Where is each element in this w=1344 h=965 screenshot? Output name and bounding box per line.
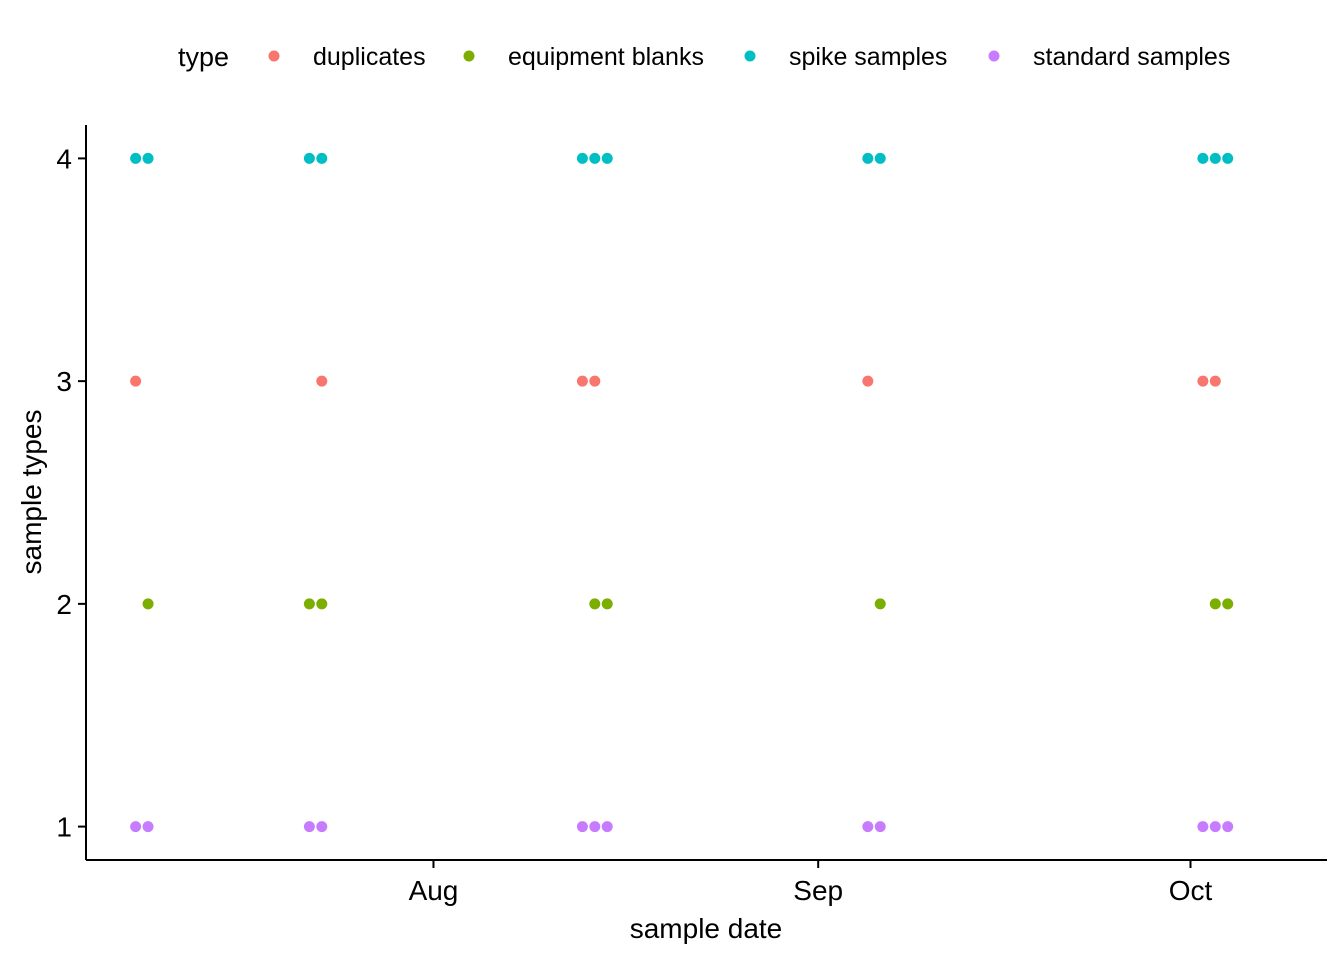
y-axis-label: sample types xyxy=(16,410,47,575)
data-point-equipment-blanks xyxy=(874,598,886,610)
data-point-spike-samples xyxy=(1222,152,1234,164)
data-point-spike-samples xyxy=(303,152,315,164)
data-point-spike-samples xyxy=(862,152,874,164)
y-tick-label: 1 xyxy=(56,812,72,843)
data-point-spike-samples xyxy=(316,152,328,164)
data-point-spike-samples xyxy=(589,152,601,164)
data-point-standard-samples xyxy=(601,821,613,833)
x-tick-label: Oct xyxy=(1169,875,1213,906)
legend-label-standard-samples: standard samples xyxy=(1033,43,1230,71)
data-point-duplicates xyxy=(316,375,328,387)
y-axis-ticks: 1 2 3 4 xyxy=(56,143,86,843)
data-point-duplicates xyxy=(589,375,601,387)
y-tick-label: 3 xyxy=(56,366,72,397)
data-point-spike-samples xyxy=(874,152,886,164)
legend-key-standard-samples xyxy=(988,50,1000,62)
legend: type duplicates equipment blanks spike sam… xyxy=(178,42,1230,72)
legend-label-duplicates: duplicates xyxy=(313,43,426,71)
y-tick-label: 2 xyxy=(56,589,72,620)
data-point-standard-samples xyxy=(130,821,142,833)
data-point-spike-samples xyxy=(1197,152,1209,164)
legend-item-duplicates: duplicates xyxy=(268,43,426,71)
data-point-equipment-blanks xyxy=(303,598,315,610)
legend-item-standard-samples: standard samples xyxy=(988,43,1230,71)
legend-key-duplicates xyxy=(268,50,280,62)
legend-item-spike-samples: spike samples xyxy=(744,43,947,71)
data-points xyxy=(130,152,1234,833)
data-point-standard-samples xyxy=(303,821,315,833)
data-point-standard-samples xyxy=(1209,821,1221,833)
data-point-equipment-blanks xyxy=(1209,598,1221,610)
y-tick-label: 4 xyxy=(56,143,72,174)
legend-item-equipment-blanks: equipment blanks xyxy=(463,43,704,71)
data-point-spike-samples xyxy=(130,152,142,164)
legend-label-equipment-blanks: equipment blanks xyxy=(508,43,704,71)
data-point-duplicates xyxy=(862,375,874,387)
data-point-standard-samples xyxy=(862,821,874,833)
data-point-standard-samples xyxy=(1222,821,1234,833)
data-point-standard-samples xyxy=(1197,821,1209,833)
data-point-standard-samples xyxy=(142,821,154,833)
x-tick-label: Aug xyxy=(409,875,459,906)
data-point-equipment-blanks xyxy=(601,598,613,610)
data-point-equipment-blanks xyxy=(589,598,601,610)
data-point-standard-samples xyxy=(316,821,328,833)
data-point-spike-samples xyxy=(142,152,154,164)
data-point-duplicates xyxy=(576,375,588,387)
data-point-standard-samples xyxy=(576,821,588,833)
legend-label-spike-samples: spike samples xyxy=(789,43,947,71)
legend-key-spike-samples xyxy=(744,50,756,62)
data-point-equipment-blanks xyxy=(316,598,328,610)
data-point-spike-samples xyxy=(576,152,588,164)
data-point-duplicates xyxy=(1209,375,1221,387)
data-point-spike-samples xyxy=(1209,152,1221,164)
x-tick-label: Sep xyxy=(793,875,843,906)
x-axis-label: sample date xyxy=(630,913,783,944)
data-point-duplicates xyxy=(1197,375,1209,387)
data-point-equipment-blanks xyxy=(142,598,154,610)
data-point-spike-samples xyxy=(601,152,613,164)
legend-items: duplicates equipment blanks spike samples s… xyxy=(268,43,1230,71)
plot-area: 1 2 3 4 Aug Sep Oct xyxy=(56,125,1327,906)
data-point-equipment-blanks xyxy=(1222,598,1234,610)
data-point-standard-samples xyxy=(589,821,601,833)
legend-key-equipment-blanks xyxy=(463,50,475,62)
legend-title: type xyxy=(178,42,229,72)
data-point-standard-samples xyxy=(874,821,886,833)
data-point-duplicates xyxy=(130,375,142,387)
x-axis-ticks: Aug Sep Oct xyxy=(409,860,1213,906)
